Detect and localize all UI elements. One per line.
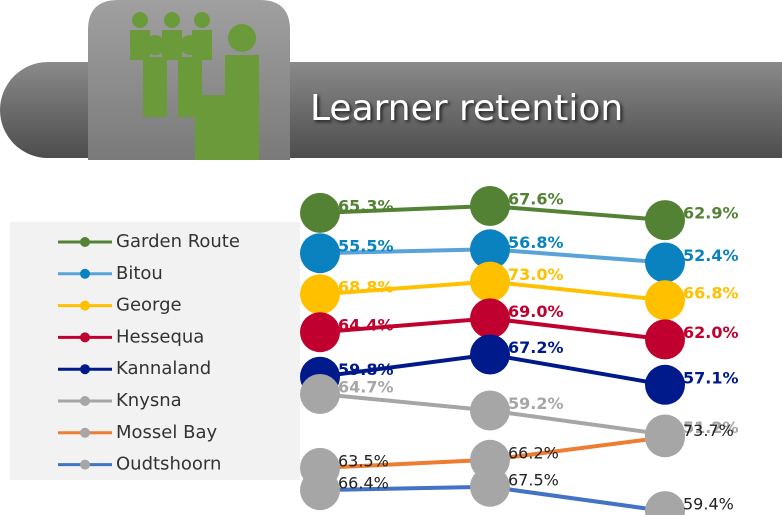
legend-dot bbox=[80, 427, 90, 438]
legend-label: Hessequa bbox=[116, 326, 204, 347]
marker bbox=[645, 280, 685, 321]
data-label: 62.9% bbox=[683, 204, 739, 223]
data-label: 57.1% bbox=[683, 368, 739, 387]
marker bbox=[645, 364, 685, 405]
marker bbox=[470, 229, 510, 270]
legend-dot bbox=[80, 237, 90, 247]
legend-label: George bbox=[116, 295, 182, 316]
data-label: 52.4% bbox=[683, 246, 739, 265]
data-label: 59.4% bbox=[683, 495, 734, 514]
marker bbox=[645, 200, 685, 241]
marker bbox=[470, 298, 510, 339]
legend-box bbox=[10, 222, 300, 480]
legend-label: Bitou bbox=[116, 263, 163, 284]
marker bbox=[645, 319, 685, 360]
legend-label: Kannaland bbox=[116, 358, 211, 379]
legend-dot bbox=[80, 300, 90, 311]
marker bbox=[300, 233, 340, 274]
marker bbox=[470, 186, 510, 226]
marker bbox=[300, 274, 340, 315]
legend-label: Knysna bbox=[116, 390, 182, 411]
legend-dot bbox=[80, 332, 90, 343]
data-label: 62.0% bbox=[683, 323, 739, 342]
legend-label: Oudtshoorn bbox=[116, 454, 221, 475]
legend-dot bbox=[80, 396, 90, 406]
data-label: 63.5% bbox=[338, 451, 389, 470]
data-label: 67.5% bbox=[508, 470, 559, 489]
data-label: 64.4% bbox=[338, 316, 394, 335]
data-label: 66.4% bbox=[338, 474, 389, 493]
marker bbox=[470, 261, 510, 302]
marker bbox=[470, 334, 510, 375]
marker bbox=[300, 312, 340, 353]
marker bbox=[300, 192, 340, 233]
legend-label: Mossel Bay bbox=[116, 422, 217, 443]
data-label: 59.2% bbox=[508, 394, 564, 413]
legend-dot bbox=[80, 268, 90, 279]
data-label: 65.3% bbox=[338, 196, 394, 215]
marker bbox=[470, 390, 510, 431]
data-label: 73.0% bbox=[508, 265, 564, 284]
data-label: 67.6% bbox=[508, 190, 564, 209]
marker bbox=[300, 470, 340, 511]
data-label: 68.8% bbox=[338, 278, 394, 297]
data-label: 56.8% bbox=[508, 233, 564, 252]
data-label: 51.2% bbox=[683, 418, 739, 437]
marker bbox=[470, 466, 510, 507]
legend-dot bbox=[80, 459, 90, 470]
data-label: 59.8% bbox=[338, 360, 394, 379]
chart-title: Learner retention bbox=[310, 88, 623, 129]
legend-dot bbox=[80, 364, 90, 375]
data-label: 73.7% bbox=[683, 421, 734, 440]
marker bbox=[645, 242, 685, 283]
marker bbox=[645, 491, 685, 515]
marker bbox=[300, 374, 340, 414]
legend-label: Garden Route bbox=[116, 231, 240, 252]
data-label: 66.8% bbox=[683, 284, 739, 303]
data-label: 66.2% bbox=[508, 443, 559, 462]
marker bbox=[645, 417, 685, 458]
people-icon bbox=[130, 12, 259, 160]
data-label: 69.0% bbox=[508, 302, 564, 321]
data-label: 64.7% bbox=[338, 378, 394, 397]
data-label: 55.5% bbox=[338, 237, 394, 256]
data-label: 67.2% bbox=[508, 338, 564, 357]
